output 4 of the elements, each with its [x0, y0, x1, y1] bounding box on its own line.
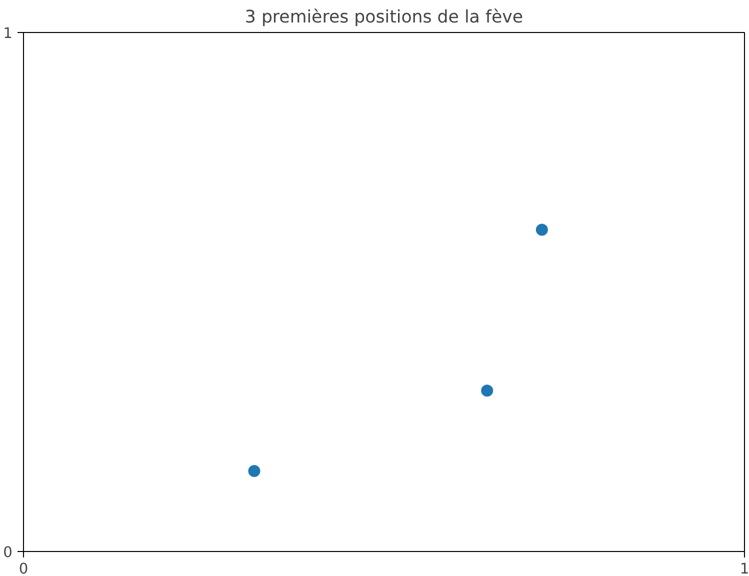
point [481, 384, 494, 397]
chart-title: 3 premières positions de la fève [244, 8, 524, 28]
point [248, 465, 260, 478]
point [536, 224, 548, 236]
